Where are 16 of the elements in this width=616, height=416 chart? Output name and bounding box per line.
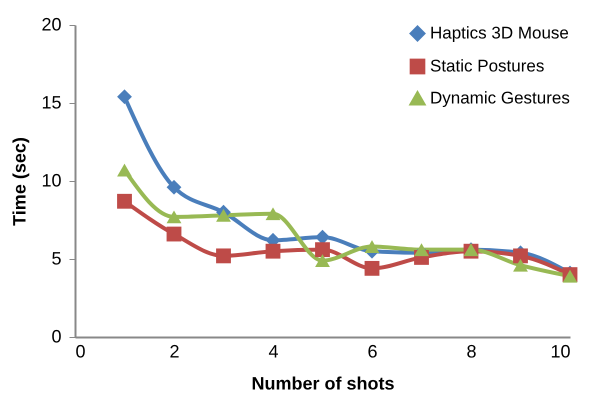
legend-label: Haptics 3D Mouse xyxy=(430,24,569,42)
x-tick-label: 2 xyxy=(169,342,180,362)
x-tick-label: 8 xyxy=(466,342,477,362)
legend-label: Static Postures xyxy=(430,56,544,76)
x-tick-label: 10 xyxy=(550,342,570,362)
x-tick-label: 4 xyxy=(268,342,279,362)
x-tick-label: 6 xyxy=(367,342,378,362)
y-tick-label: 0 xyxy=(51,326,62,346)
x-axis-title: Number of shots xyxy=(251,374,395,394)
legend-label: Dynamic Gestures xyxy=(430,88,570,108)
x-tick-label: 0 xyxy=(76,342,86,362)
y-tick-label: 15 xyxy=(41,92,62,112)
y-tick-label: 10 xyxy=(41,170,62,190)
y-tick-label: 5 xyxy=(51,248,62,268)
y-axis-title: Time (sec) xyxy=(9,137,30,226)
y-tick-label: 20 xyxy=(41,14,62,34)
